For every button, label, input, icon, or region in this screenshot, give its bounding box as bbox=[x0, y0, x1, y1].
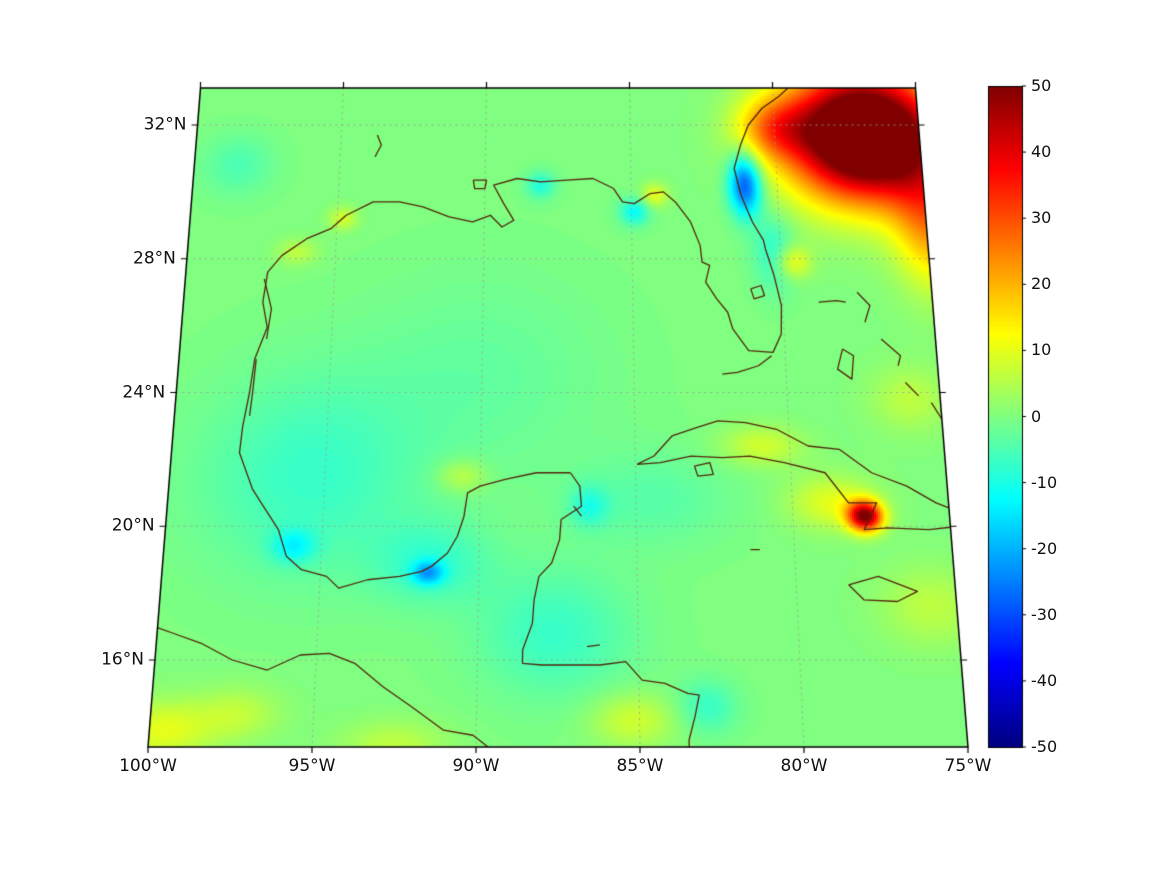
figure-root: 100°W 95°W 90°W 85°W 80°W 75°W 32°N 28°N 24°N 20°… bbox=[0, 0, 1167, 875]
map-heatmap-canvas bbox=[0, 0, 1167, 875]
